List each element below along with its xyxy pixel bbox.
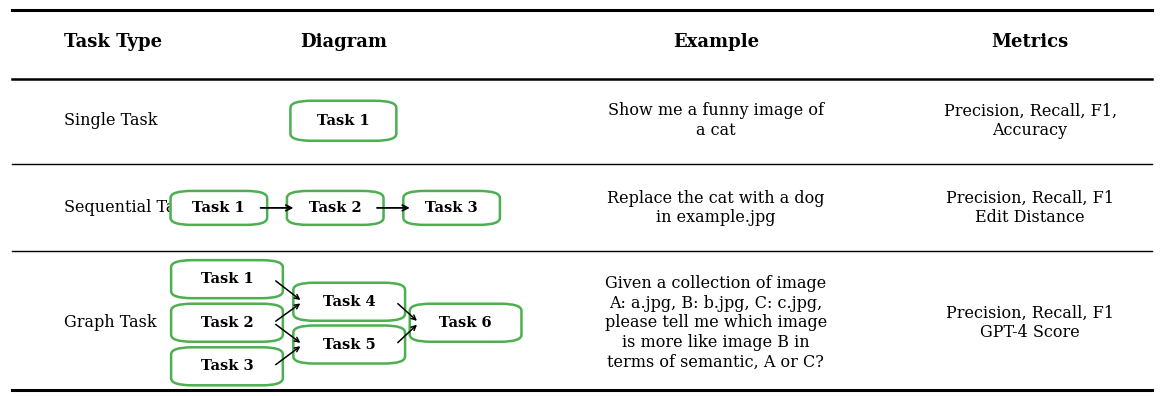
FancyBboxPatch shape [293,283,405,321]
Text: Task 5: Task 5 [322,337,376,352]
FancyBboxPatch shape [171,260,283,298]
Text: Single Task: Single Task [64,112,157,129]
Text: Given a collection of image
A: a.jpg, B: b.jpg, C: c.jpg,
please tell me which i: Given a collection of image A: a.jpg, B:… [605,275,826,370]
Text: Task 1: Task 1 [200,272,254,286]
FancyBboxPatch shape [171,304,283,342]
FancyBboxPatch shape [286,191,383,225]
Text: Precision, Recall, F1
Edit Distance: Precision, Recall, F1 Edit Distance [946,190,1114,226]
Text: Task Type: Task Type [64,32,162,51]
Text: Sequential Task: Sequential Task [64,200,193,216]
Text: Precision, Recall, F1,
Accuracy: Precision, Recall, F1, Accuracy [944,103,1116,139]
Text: Task 3: Task 3 [200,359,254,373]
Text: Diagram: Diagram [300,32,386,51]
Text: Metrics: Metrics [992,32,1069,51]
Text: Task 2: Task 2 [308,201,362,215]
Text: Example: Example [673,32,759,51]
Text: Task 2: Task 2 [200,316,254,330]
Text: Precision, Recall, F1
GPT-4 Score: Precision, Recall, F1 GPT-4 Score [946,305,1114,341]
FancyBboxPatch shape [291,101,396,141]
FancyBboxPatch shape [171,347,283,385]
Text: Show me a funny image of
a cat: Show me a funny image of a cat [608,103,824,139]
FancyBboxPatch shape [170,191,267,225]
Text: Graph Task: Graph Task [64,314,157,331]
Text: Task 1: Task 1 [317,114,370,128]
Text: Task 1: Task 1 [192,201,246,215]
FancyBboxPatch shape [410,304,521,342]
FancyBboxPatch shape [404,191,501,225]
Text: Task 4: Task 4 [322,295,376,309]
FancyBboxPatch shape [293,326,405,364]
Text: Task 6: Task 6 [439,316,492,330]
Text: Task 3: Task 3 [425,201,478,215]
Text: Replace the cat with a dog
in example.jpg: Replace the cat with a dog in example.jp… [608,190,824,226]
